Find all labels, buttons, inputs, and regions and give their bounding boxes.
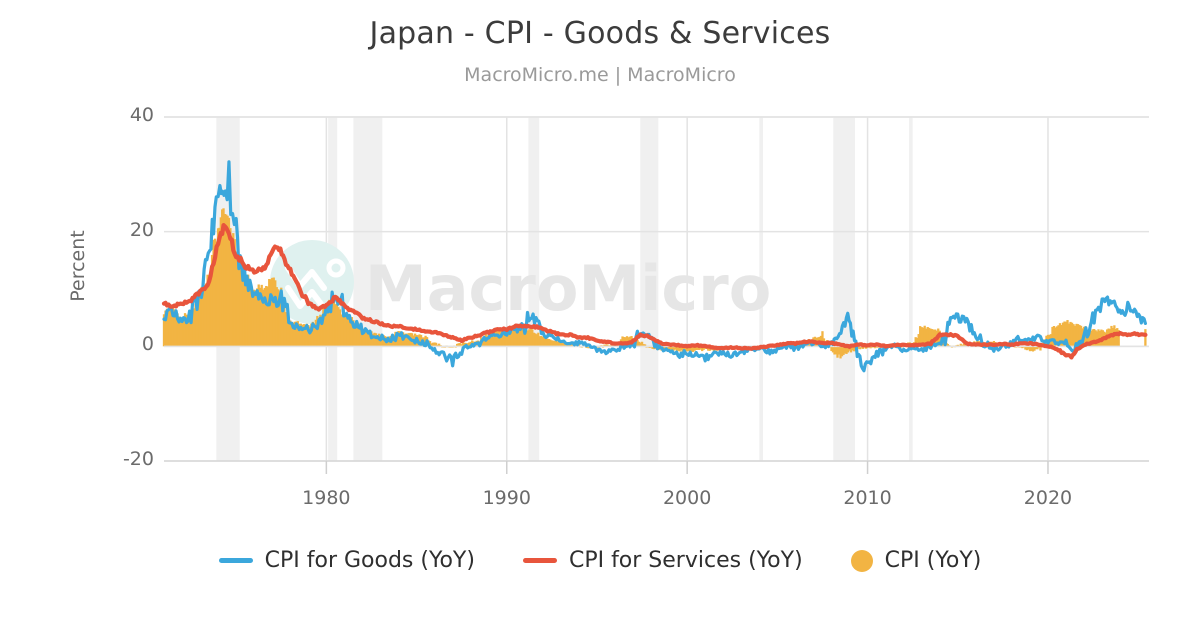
page-title: Japan - CPI - Goods & Services — [369, 16, 831, 51]
legend-label: CPI for Services (YoY) — [568, 548, 803, 573]
series-cpi-services-line — [161, 223, 1148, 360]
recession-band — [759, 117, 763, 461]
x-tick-label: 1980 — [302, 487, 351, 509]
chart-subtitle: MacroMicro.me | MacroMicro — [464, 64, 736, 86]
watermark-text: MacroMicro — [365, 252, 771, 325]
y-tick-label: 40 — [129, 104, 154, 126]
y-tick-label: 0 — [141, 333, 154, 356]
legend-dot-icon — [850, 549, 873, 572]
x-tick-label: 2020 — [1023, 487, 1073, 509]
recession-band — [909, 117, 913, 461]
recession-band — [833, 117, 855, 461]
legend-line-icon — [522, 558, 557, 563]
recession-band — [528, 117, 540, 461]
y-tick-label: -20 — [122, 448, 154, 470]
x-tick-label: 2010 — [843, 487, 892, 509]
legend-line-icon — [218, 558, 253, 563]
x-tick-label: 2000 — [662, 487, 712, 509]
legend-cpi[interactable]: CPI (YoY) — [850, 548, 982, 573]
legend-cpi-goods[interactable]: CPI for Goods (YoY) — [218, 548, 475, 573]
recession-band — [353, 117, 383, 461]
legend-cpi-services[interactable]: CPI for Services (YoY) — [522, 548, 803, 573]
legend-label: CPI for Goods (YoY) — [264, 548, 475, 573]
x-tick-label: 1990 — [482, 487, 531, 509]
legend-label: CPI (YoY) — [884, 548, 982, 573]
y-tick-label: 20 — [129, 218, 154, 241]
recession-band — [640, 117, 659, 461]
chart-legend: CPI for Goods (YoY) CPI for Services (YoY… — [0, 548, 1200, 573]
